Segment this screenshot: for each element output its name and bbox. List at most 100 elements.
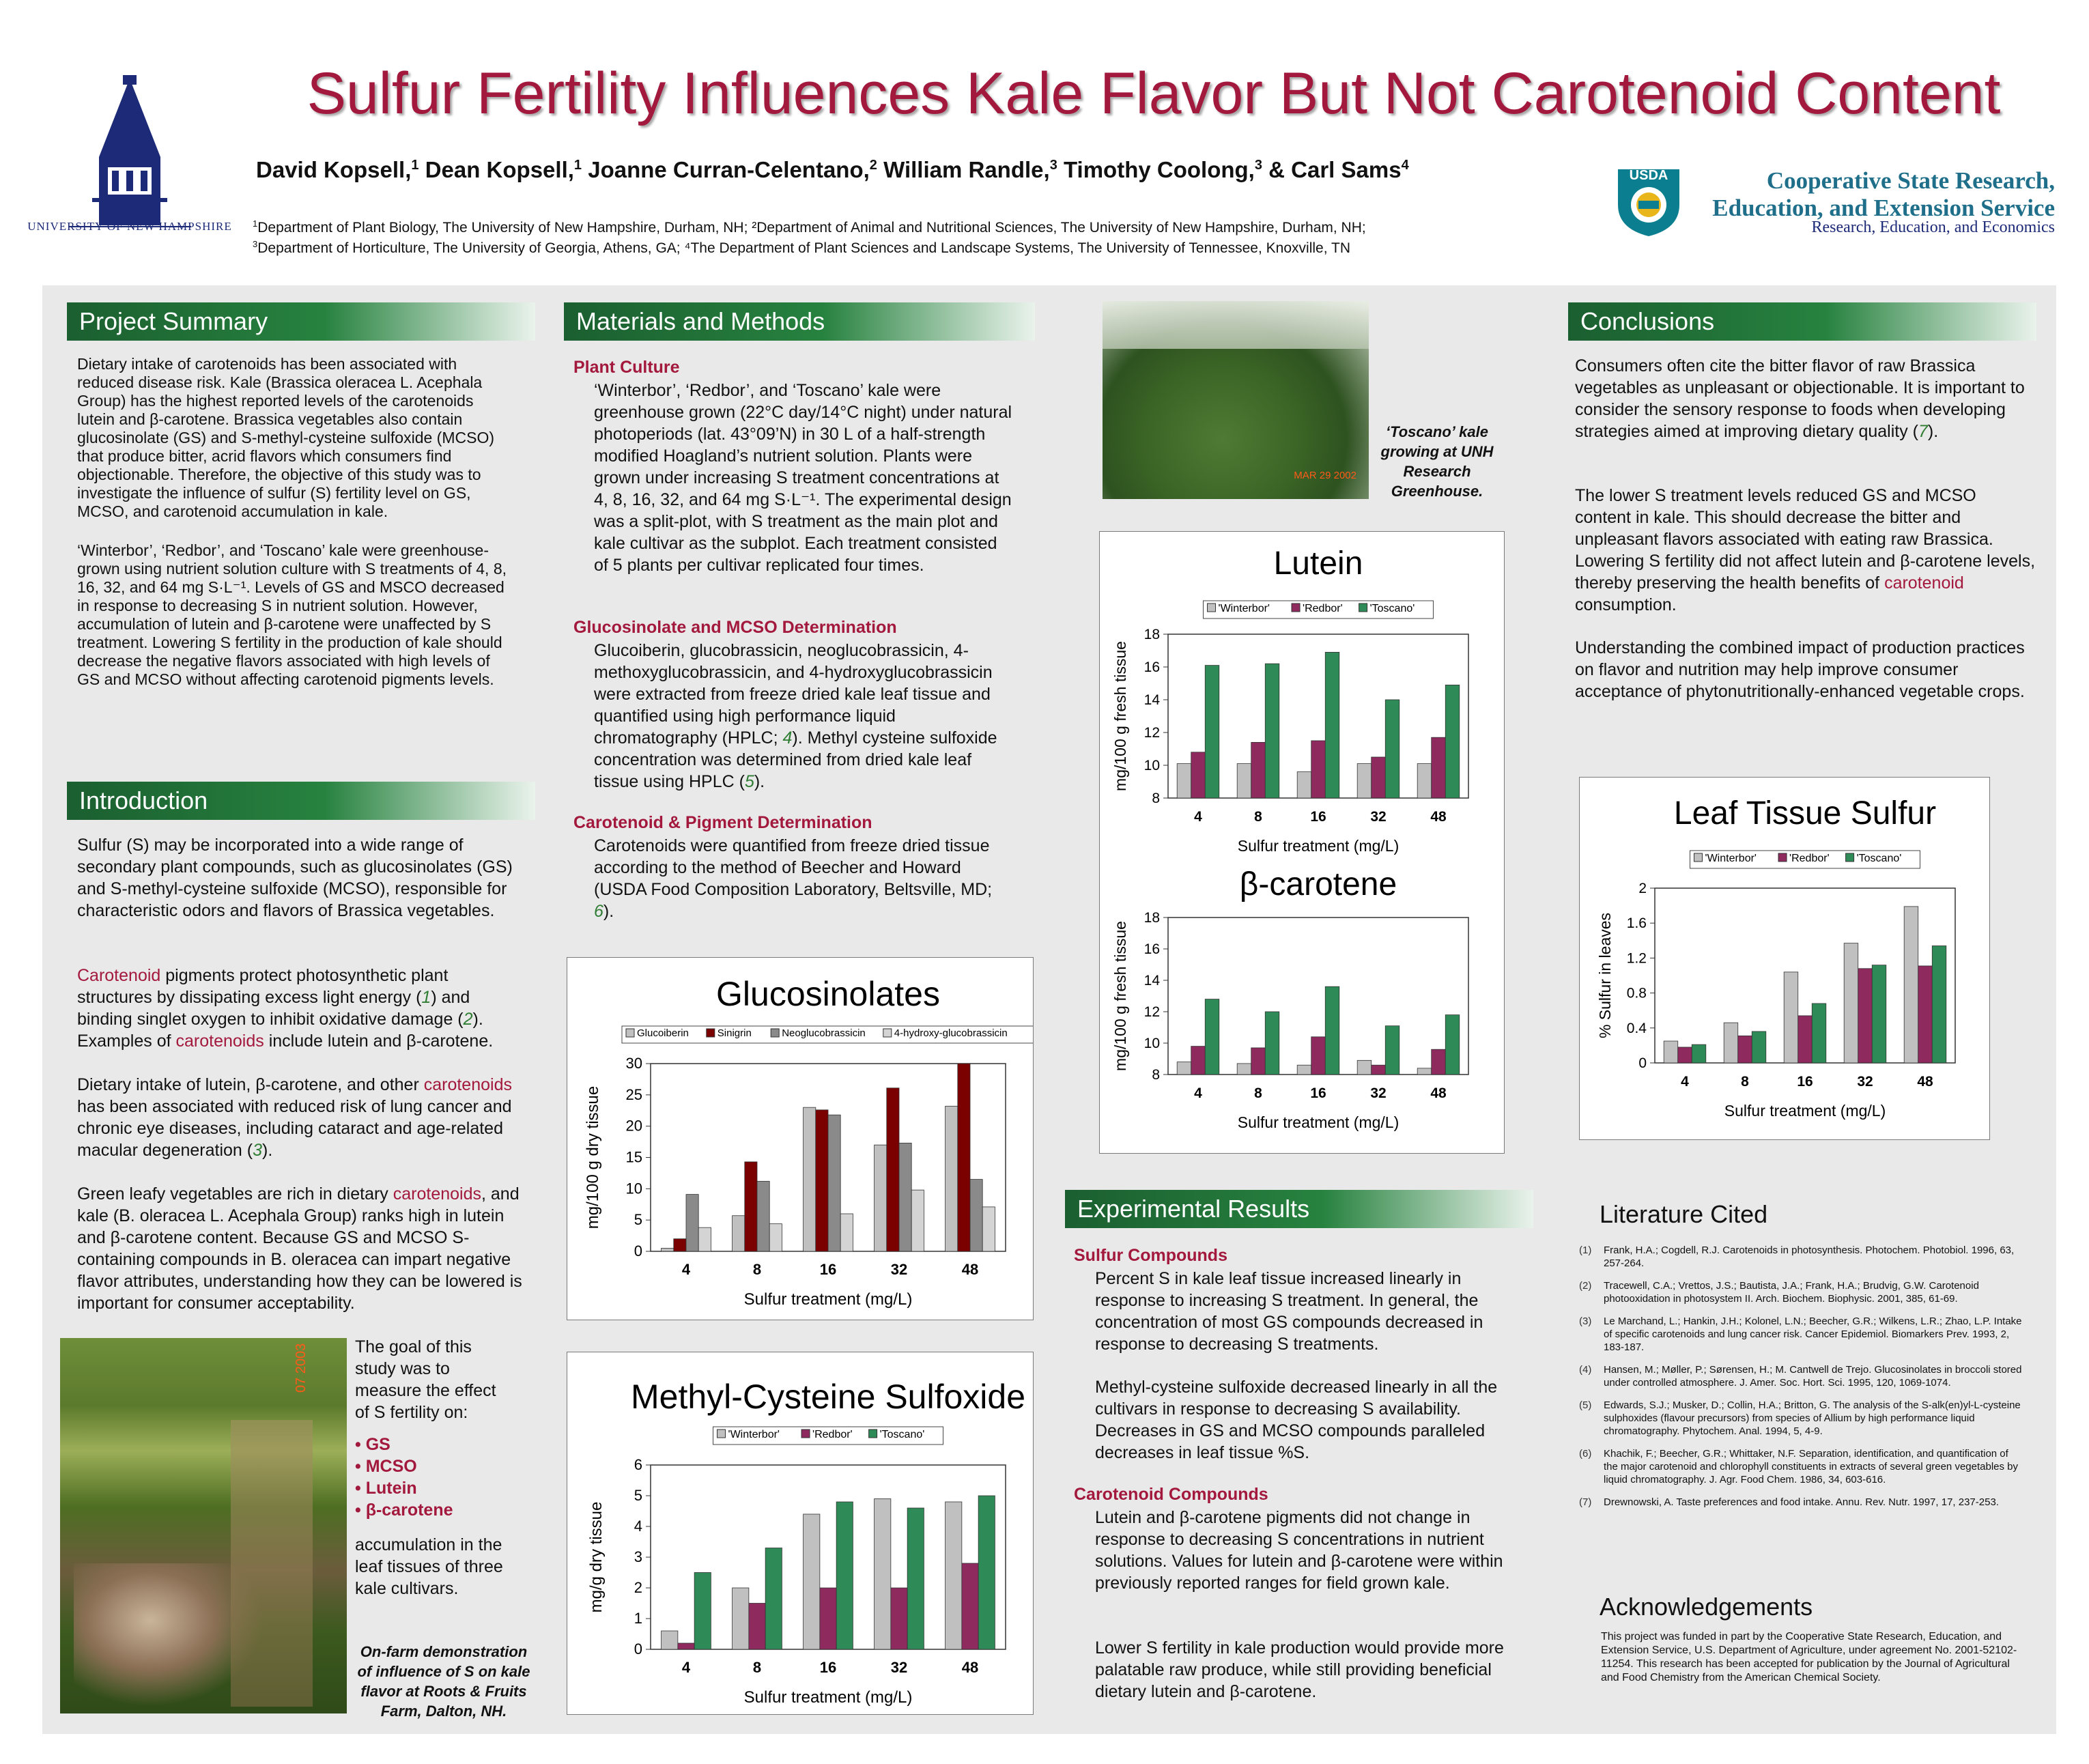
legend-label: 'Redbor' (812, 1429, 853, 1440)
affiliation-line-1: 1Department of Plant Biology, The Univer… (253, 218, 1366, 236)
legend-swatch (868, 1429, 878, 1438)
bar (1918, 965, 1933, 1064)
x-axis-label: Sulfur treatment (mg/L) (1724, 1102, 1886, 1120)
bar (698, 1227, 711, 1252)
y-tick-label: 4 (634, 1518, 642, 1535)
bar (673, 1238, 687, 1252)
bar (1384, 1025, 1400, 1075)
bullet-beta-carotene: • β-carotene (355, 1500, 453, 1520)
bar (1723, 1022, 1739, 1064)
chart-title: Methyl-Cysteine Sulfoxide (631, 1378, 1025, 1416)
usda-label: USDA (1629, 168, 1668, 183)
bar (1431, 1049, 1446, 1075)
bar (1324, 986, 1340, 1075)
y-tick-label: 10 (626, 1180, 642, 1197)
unh-label: University of New Hampshire (27, 220, 232, 233)
csrees-name: Cooperative State Research, Education, a… (1700, 167, 2055, 222)
x-tick-label: 48 (962, 1261, 978, 1278)
usda-shield-icon (1618, 169, 1679, 236)
legend-box (1690, 850, 1920, 869)
section-bar-methods: Materials and Methods (564, 302, 1035, 341)
section-bar-introduction: Introduction (67, 782, 535, 820)
bar (1663, 1040, 1679, 1064)
greenhouse-roof (1103, 301, 1369, 349)
y-tick-label: 16 (1144, 659, 1160, 675)
x-tick-label: 16 (1310, 809, 1326, 825)
y-axis-label: % Sulfur in leaves (1596, 913, 1614, 1038)
x-tick-label: 4 (1194, 1085, 1202, 1101)
goal-bullets: • GS • MCSO • Lutein • β-carotene (355, 1434, 453, 1521)
bar (1204, 665, 1220, 799)
y-tick-label: 20 (626, 1118, 642, 1135)
bar (1311, 1036, 1326, 1075)
legend-label: 4-hydroxy-glucobrassicin (894, 1027, 1008, 1039)
x-axis-label: Sulfur treatment (mg/L) (1238, 837, 1399, 855)
author-4: William Randle,3 (883, 157, 1057, 182)
legend-swatch (883, 1028, 892, 1038)
bar (1783, 971, 1799, 1064)
legend-label: 'Toscano' (880, 1429, 925, 1440)
bar (803, 1107, 816, 1252)
farm-photo-date-stamp: 07 2003 (294, 1343, 309, 1393)
legend-box (1203, 600, 1434, 619)
bar (1311, 740, 1326, 799)
intro-p4: Green leafy vegetables are rich in dieta… (77, 1184, 522, 1313)
methods-plant-culture-text: ‘Winterbor’, ‘Redbor’, and ‘Toscano’ kal… (594, 381, 1012, 575)
chart-glucosinolates: Glucosinolates Glucoiberin Sinigrin Neogluc… (584, 975, 1035, 1309)
y-tick-label: 0 (634, 1242, 642, 1260)
x-tick-label: 8 (1254, 1085, 1262, 1101)
bar (1691, 1044, 1707, 1064)
bar (1445, 1014, 1460, 1075)
bar (1371, 1064, 1386, 1075)
usda-logo (1611, 164, 1686, 239)
legend-swatch (1845, 853, 1855, 862)
chart-title: β-carotene (1240, 866, 1397, 902)
bar (969, 1179, 983, 1252)
bar (961, 1563, 979, 1650)
y-axis-label: mg/100 g fresh tissue (1111, 921, 1129, 1071)
bullet-lutein: • Lutein (355, 1479, 417, 1498)
greenhouse-caption: ‘Toscano’ kale growing at UNH Research G… (1380, 423, 1494, 500)
farm-photo-caption: On-farm demonstration of influence of S … (357, 1643, 530, 1720)
intro-p2: Carotenoid pigments protect photosynthet… (77, 966, 494, 1051)
chart-leafsulfur-box: Leaf Tissue Sulfur 'Winterbor' 'Redbor' 'To… (1579, 777, 1990, 1140)
y-tick-label: 12 (1144, 725, 1160, 741)
y-tick-label: 0.8 (1627, 986, 1647, 1001)
bar (898, 1143, 912, 1252)
legend-swatch (1359, 603, 1368, 612)
intro-p3: Dietary intake of lutein, β-carotene, an… (77, 1075, 512, 1160)
bar (840, 1213, 853, 1252)
bar (748, 1603, 766, 1650)
bar (1445, 684, 1460, 799)
legend-swatch (801, 1429, 810, 1438)
bar (827, 1114, 841, 1252)
poster-title: Sulfur Fertility Influences Kale Flavor … (307, 61, 2001, 126)
bar (911, 1189, 924, 1252)
x-tick-label: 4 (1681, 1074, 1689, 1090)
legend-label: Glucoiberin (637, 1027, 689, 1039)
legend-swatch (717, 1429, 726, 1438)
bar (1843, 943, 1859, 1064)
chart-legend: 'Winterbor' 'Redbor' 'Toscano' (1203, 600, 1434, 619)
bar (1176, 763, 1192, 799)
bar (1236, 763, 1252, 799)
x-tick-label: 16 (820, 1261, 836, 1278)
legend-label: 'Toscano' (1857, 853, 1902, 864)
bar (677, 1642, 695, 1650)
goal-text: The goal of this study was to measure th… (355, 1337, 496, 1422)
bullet-gs: • GS (355, 1435, 390, 1454)
bar (1296, 771, 1312, 799)
bar (1737, 1035, 1752, 1064)
legend-swatch (770, 1028, 780, 1038)
x-tick-label: 48 (1917, 1074, 1933, 1090)
results-sulfur-p1: Percent S in kale leaf tissue increased … (1095, 1269, 1483, 1354)
bar (685, 1194, 699, 1252)
methods-carotenoid-title: Carotenoid & Pigment Determination (573, 813, 872, 832)
results-carotenoid-title: Carotenoid Compounds (1074, 1485, 1268, 1504)
reference-7: (7) Drewnowski, A. Taste preferences and … (1579, 1496, 1999, 1508)
methods-gs-text: Glucoiberin, glucobrassicin, neoglucobra… (594, 641, 997, 791)
conclusions-p1: Consumers often cite the bitter flavor o… (1575, 356, 2025, 441)
y-tick-label: 1.6 (1627, 915, 1647, 931)
bar (1356, 763, 1372, 799)
unh-logo (27, 75, 232, 239)
